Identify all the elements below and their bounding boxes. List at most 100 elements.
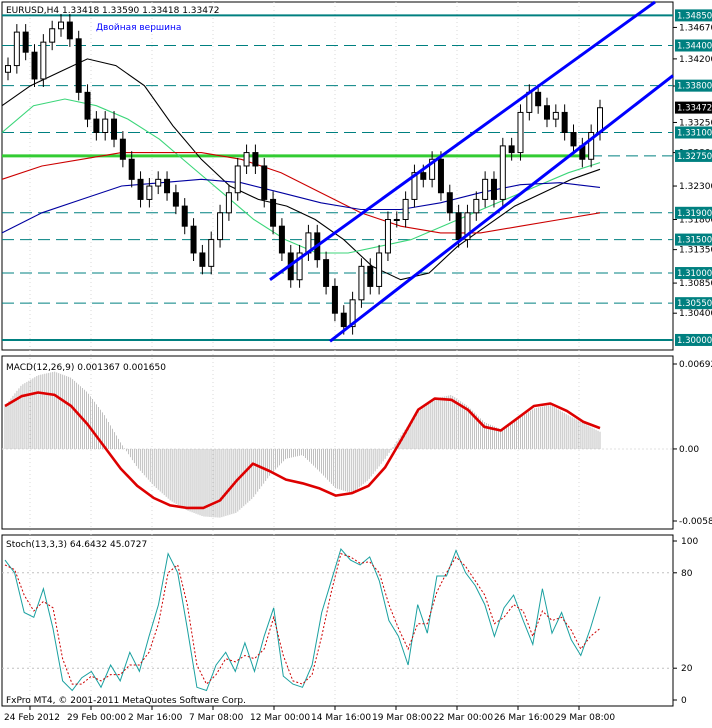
level-price-box: [675, 233, 712, 246]
chart-title: EURUSD,H4 1.33418 1.33590 1.33418 1.3347…: [6, 6, 219, 16]
bull-candle: [5, 65, 11, 73]
bear-candle: [261, 165, 268, 200]
moving-average-black: [1, 58, 601, 281]
stoch-signal-line: [4, 553, 601, 685]
bull-candle: [208, 239, 215, 267]
bear-candle: [199, 252, 206, 267]
level-price-box: [675, 297, 712, 310]
bull-candle: [384, 219, 391, 254]
macd-title: MACD(12,26,9) 0.001367 0.001650: [6, 363, 166, 373]
stoch-title: Stoch(13,3,3) 64.6432 45.0727: [6, 540, 147, 550]
bull-candle: [349, 299, 356, 328]
candles: [5, 14, 603, 335]
time-tick-label: 2 Mar 16:00: [128, 713, 183, 723]
macd-tick-label: 0.00: [679, 445, 699, 455]
bull-candle: [473, 198, 480, 214]
bear-candle: [252, 152, 259, 167]
copyright-text: FxPro MT4, © 2001-2011 MetaQuotes Softwa…: [6, 696, 246, 706]
level-price-box: [675, 9, 712, 22]
bear-candle: [84, 91, 91, 120]
bear-candle: [22, 31, 29, 53]
price-tick-label: 1.31350: [679, 246, 712, 256]
double-top-annotation: Двойная вершина: [96, 23, 181, 33]
bull-candle: [429, 158, 436, 180]
level-price-box: [675, 39, 712, 52]
level-price-label: 1.33800: [677, 82, 712, 92]
level-price-box: [675, 333, 712, 346]
bear-candle: [455, 212, 462, 241]
bear-candle: [508, 145, 515, 154]
bull-candle: [225, 192, 232, 214]
bull-candle: [13, 31, 20, 67]
bear-candle: [490, 178, 497, 200]
time-axis: 24 Feb 2012 29 Feb 00:00 2 Mar 16:00 7 Mar …: [4, 706, 615, 723]
macd-tick-label: -0.00587: [679, 517, 712, 527]
time-tick-label: 26 Mar 16:00: [494, 713, 554, 723]
bear-candle: [340, 312, 347, 328]
stoch-main-line: [4, 547, 601, 692]
price-tick-label: 1.32300: [679, 182, 712, 192]
bear-candle: [75, 38, 82, 93]
price-tick-label: 1.34670: [679, 23, 712, 33]
bull-candle: [482, 178, 489, 200]
bull-candle: [552, 111, 559, 120]
level-price-label: 1.30550: [677, 299, 712, 309]
macd-signal-line: [4, 391, 601, 510]
level-price-label: 1.31000: [677, 269, 712, 279]
bear-candle: [437, 158, 444, 194]
bear-candle: [137, 178, 144, 200]
bull-candle: [393, 219, 400, 221]
bear-candle: [93, 118, 100, 134]
bear-candle: [323, 259, 330, 287]
level-price-label: 1.33100: [677, 129, 712, 139]
bear-candle: [164, 178, 171, 194]
bull-candle: [155, 178, 162, 187]
bull-candle: [234, 165, 241, 194]
stoch-panel-frame: [1, 534, 674, 707]
bear-candle: [331, 285, 338, 314]
level-price-label: 1.34850: [677, 11, 712, 21]
bear-candle: [31, 51, 38, 80]
level-price-box: [675, 79, 712, 92]
bull-candle: [40, 41, 47, 80]
bear-candle: [172, 192, 179, 207]
grid-lines: [29, 2, 580, 706]
level-price-box: [675, 206, 712, 219]
bull-candle: [358, 265, 365, 301]
time-tick-label: 7 Mar 08:00: [189, 713, 244, 723]
level-price-label: 1.31900: [677, 209, 712, 219]
time-tick-label: 29 Feb 00:00: [67, 713, 126, 723]
bull-candle: [517, 111, 524, 154]
level-price-label: 1.31500: [677, 236, 712, 246]
bull-candle: [217, 212, 224, 241]
stoch-tick-label: 20: [681, 664, 693, 674]
price-level-labels: 1.34850 1.34400 1.33800 1.33472 1.33100 1.327…: [675, 9, 712, 346]
bear-candle: [446, 192, 453, 214]
price-tick-label: 1.30850: [679, 279, 712, 289]
bear-candle: [181, 205, 188, 227]
bear-candle: [367, 265, 374, 287]
bear-candle: [66, 21, 73, 40]
bull-candle: [588, 132, 595, 160]
bull-candle: [376, 252, 383, 287]
bull-candle: [402, 198, 409, 221]
bull-candle: [146, 185, 153, 200]
price-tick-label: 1.33250: [679, 118, 712, 128]
price-tick-label: 1.34200: [679, 55, 712, 65]
bull-candle: [411, 172, 418, 200]
stoch-tick-label: 80: [681, 569, 693, 579]
channel-lower-line: [329, 74, 674, 343]
bear-candle: [543, 105, 550, 120]
bull-candle: [102, 118, 109, 134]
price-tick-label: 1.31800: [679, 216, 712, 226]
level-price-box: [675, 267, 712, 280]
bear-candle: [561, 111, 568, 134]
level-price-label: 1.30000: [677, 336, 712, 346]
time-tick-label: 29 Mar 08:00: [555, 713, 615, 723]
price-channel: [269, 0, 674, 343]
moving-average-green: [1, 98, 601, 254]
bull-candle: [499, 145, 506, 200]
stoch-tick-label: 100: [681, 537, 698, 547]
